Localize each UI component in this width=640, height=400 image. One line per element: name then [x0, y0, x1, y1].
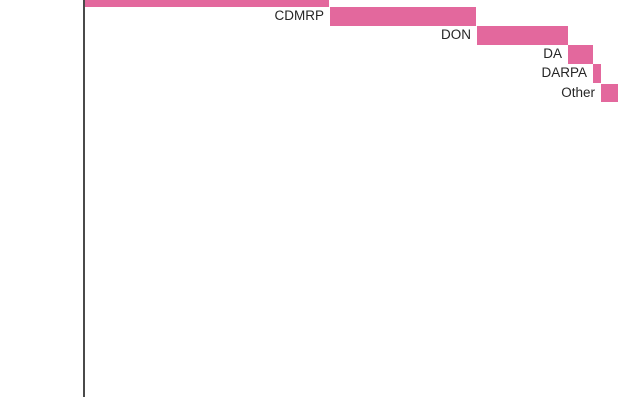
bar-segment-cdmrp	[330, 7, 476, 26]
bar-label-don: DON	[441, 27, 471, 43]
bar-segment-other	[601, 83, 618, 102]
bar-label-cdmrp: CDMRP	[274, 8, 325, 24]
bar-label-other: Other	[561, 84, 595, 100]
y-axis-line	[83, 0, 85, 397]
bar-segment-da	[568, 45, 593, 64]
bar-label-da: DA	[543, 46, 562, 62]
bar-label-darpa: DARPA	[541, 65, 587, 81]
bar-segment-don	[477, 26, 568, 45]
bar-segment-darpa	[593, 64, 601, 83]
bar-segment-clipped	[85, 0, 329, 7]
